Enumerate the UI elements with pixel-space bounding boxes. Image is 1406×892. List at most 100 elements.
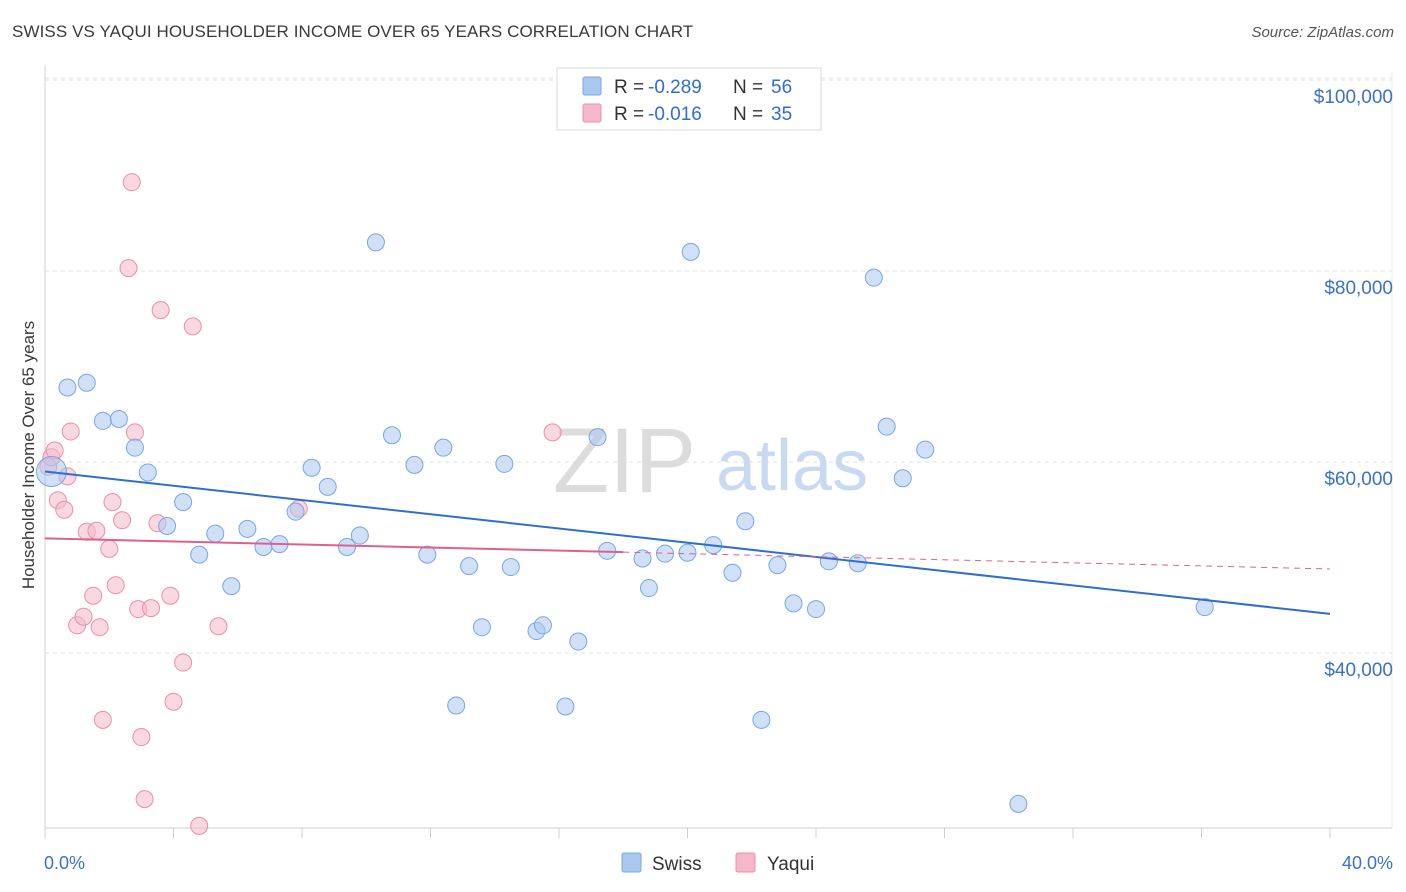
yaqui-point [87, 521, 106, 540]
yaqui-point [174, 653, 193, 672]
swiss-point [382, 426, 401, 445]
legend-box: R = -0.289 N = 56 R = -0.016 N = 35 [556, 67, 822, 131]
y-tick-label: $100,000 [1314, 87, 1393, 108]
yaqui-point [103, 493, 122, 512]
swiss-point [93, 411, 112, 430]
yaqui-point [90, 618, 109, 637]
y-tick-labels: $40,000 $60,000 $80,000 $100,000 [1314, 87, 1393, 681]
swiss-point [768, 556, 787, 575]
yaqui-point [132, 728, 151, 747]
swiss-point [190, 545, 209, 564]
swiss-point [556, 697, 575, 716]
swiss-point [678, 543, 697, 562]
y-tick-label: $80,000 [1324, 278, 1393, 299]
yaqui-trend-line [44, 537, 624, 554]
swiss-point [639, 579, 658, 598]
swiss-point [1009, 794, 1028, 813]
swiss-point [569, 632, 588, 651]
data-points [35, 173, 1214, 835]
bottom-legend: Swiss Yaqui [621, 852, 814, 875]
swiss-point [350, 526, 369, 545]
swiss-point [238, 519, 257, 538]
chart-title: SWISS VS YAQUI HOUSEHOLDER INCOME OVER 6… [12, 22, 694, 41]
yaqui-point [164, 692, 183, 711]
legend-r-value: -0.289 [648, 77, 702, 98]
grid-lines [45, 72, 1393, 828]
swiss-trend-line [44, 470, 1331, 615]
y-tick-label: $40,000 [1324, 660, 1393, 681]
watermark-zip: ZIP [553, 410, 696, 512]
y-axis-label: Householder Income Over 65 years [19, 321, 38, 589]
swiss-point [893, 469, 912, 488]
bottom-legend-label-swiss: Swiss [652, 854, 702, 875]
x-tick-labels: 0.0% 40.0% [44, 853, 1393, 873]
legend-r-label: R = [614, 77, 644, 98]
swiss-point [1195, 598, 1214, 617]
y-tick-label: $60,000 [1324, 469, 1393, 490]
bottom-legend-swatch-swiss [621, 852, 642, 873]
swiss-point [174, 493, 193, 512]
trend-lines [44, 470, 1331, 615]
swiss-point [418, 545, 437, 564]
yaqui-point [209, 617, 228, 636]
swiss-point [736, 512, 755, 531]
swiss-point [533, 616, 552, 635]
swiss-point [807, 600, 825, 619]
bottom-legend-swatch-yaqui [735, 852, 756, 873]
swiss-point [158, 516, 177, 535]
yaqui-point [61, 422, 80, 441]
yaqui-point [119, 259, 138, 278]
watermark: ZIP atlas [553, 410, 868, 512]
swiss-point [206, 524, 225, 543]
yaqui-point [135, 790, 154, 809]
legend-swatch-swiss [582, 76, 602, 96]
yaqui-point [125, 423, 144, 442]
swiss-point [125, 438, 144, 457]
swiss-point [318, 477, 337, 496]
swiss-point [286, 502, 305, 521]
legend-r-value: -0.016 [648, 104, 702, 125]
yaqui-point [190, 816, 209, 835]
swiss-point [138, 463, 157, 482]
swiss-point [877, 417, 896, 436]
swiss-point [752, 710, 771, 729]
swiss-point [784, 594, 803, 613]
swiss-point [447, 696, 466, 715]
yaqui-point [151, 301, 170, 320]
swiss-point [656, 544, 675, 563]
swiss-point [302, 458, 321, 477]
swiss-point [723, 563, 742, 582]
legend-n-label: N = [733, 104, 763, 125]
swiss-point [366, 233, 385, 252]
yaqui-point [55, 500, 74, 519]
swiss-point [337, 537, 356, 556]
x-tick-label: 0.0% [44, 853, 85, 873]
swiss-point [633, 549, 652, 568]
swiss-point [916, 440, 935, 459]
legend-r-label: R = [614, 104, 644, 125]
yaqui-point [106, 576, 125, 595]
swiss-point [495, 454, 514, 473]
yaqui-point [543, 423, 562, 442]
swiss-point [77, 373, 96, 392]
legend-n-value: 35 [771, 104, 792, 125]
legend-n-value: 56 [771, 77, 792, 98]
yaqui-point [74, 607, 93, 626]
swiss-point [222, 577, 241, 596]
swiss-point [460, 557, 479, 576]
watermark-atlas: atlas [716, 426, 868, 506]
yaqui-point [93, 710, 112, 729]
swiss-point [434, 438, 453, 457]
yaqui-point [142, 599, 161, 618]
swiss-point [472, 618, 491, 637]
swiss-point [588, 428, 607, 447]
swiss-point [254, 537, 273, 556]
yaqui-point [100, 539, 119, 558]
legend-n-label: N = [733, 77, 763, 98]
yaqui-point [84, 586, 103, 605]
bottom-legend-label-yaqui: Yaqui [767, 854, 814, 875]
yaqui-trend-extension [623, 551, 1331, 570]
source-label: Source: ZipAtlas.com [1251, 24, 1394, 41]
swiss-point [819, 552, 838, 571]
